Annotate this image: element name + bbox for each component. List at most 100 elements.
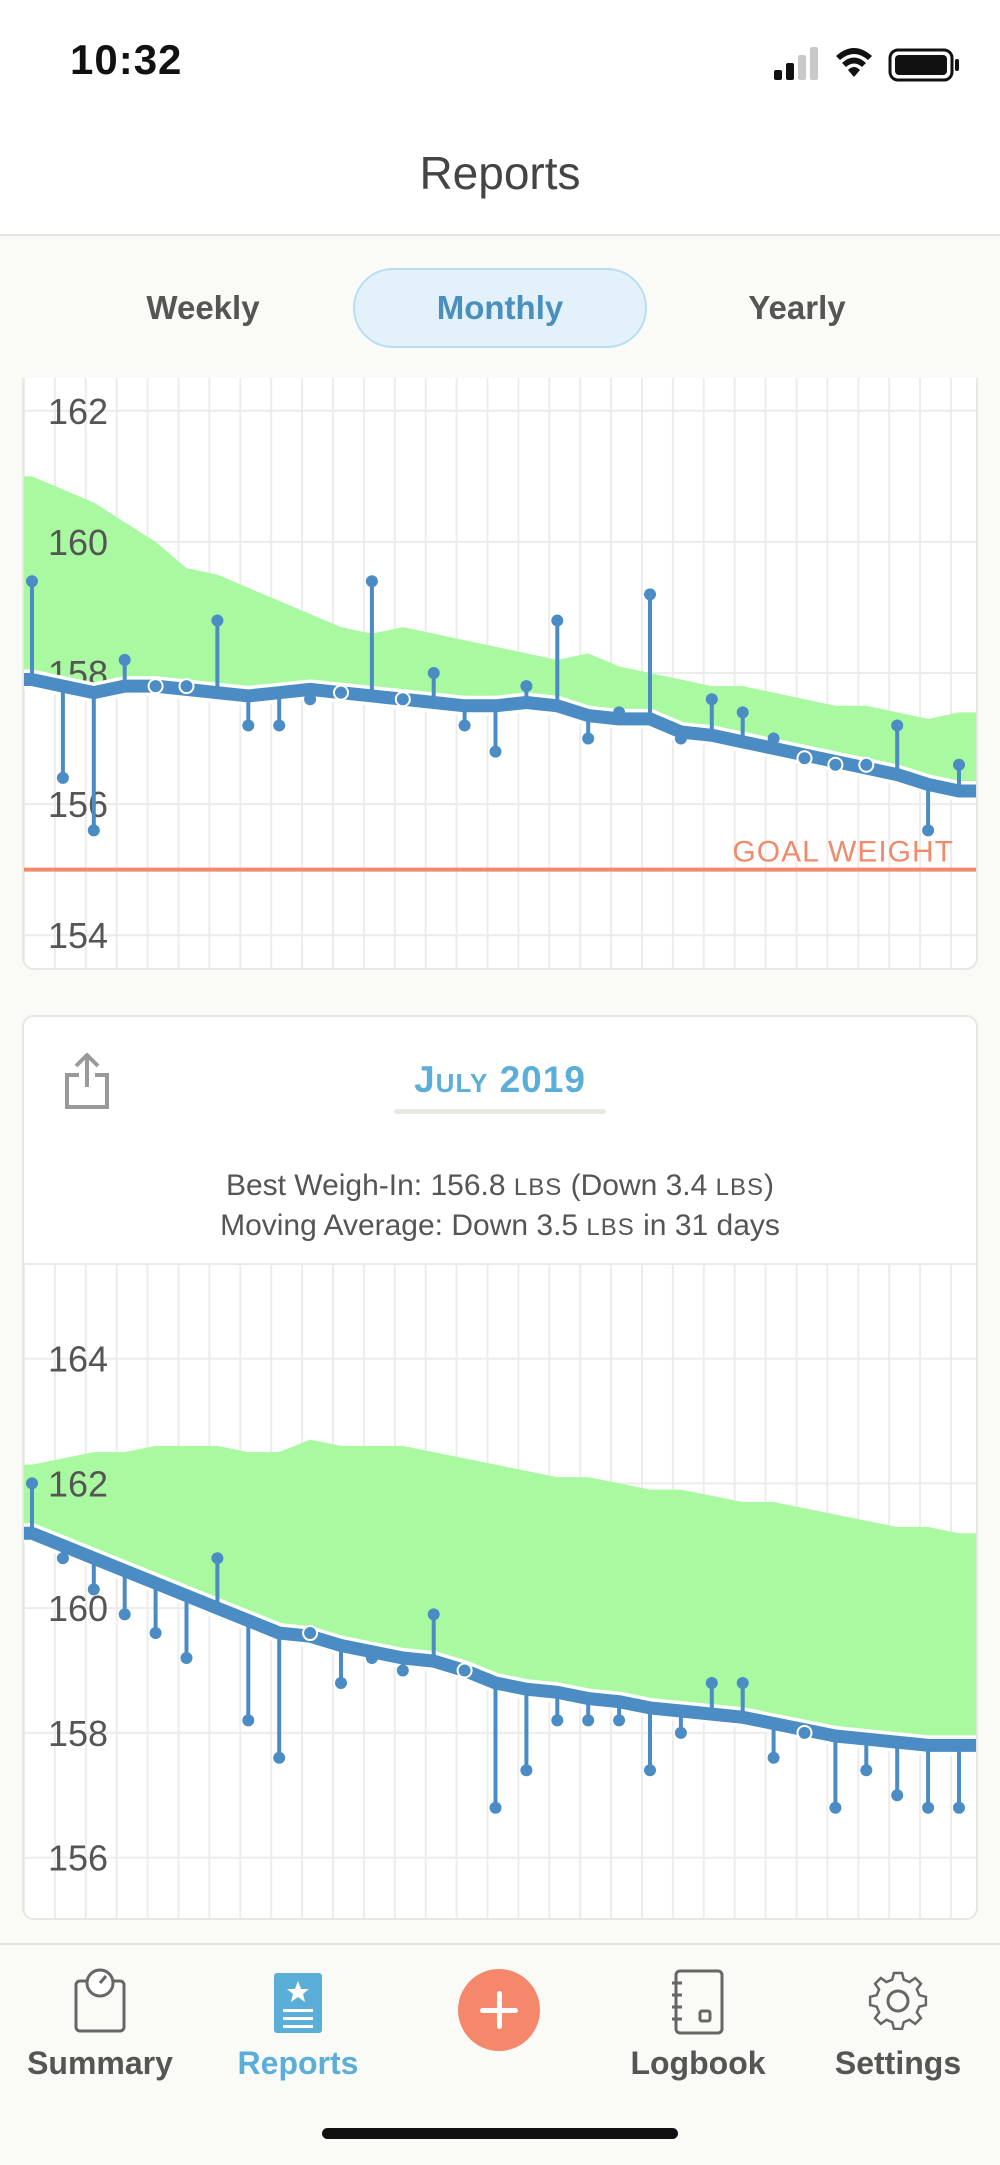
report-card-header: July 2019 Best Weigh-In: 156.8 LBS (Down… <box>24 1017 976 1265</box>
weigh-in-point <box>891 1789 904 1802</box>
battery-icon <box>888 48 959 82</box>
y-tick-label: 162 <box>48 1463 108 1504</box>
status-icons <box>774 47 959 82</box>
scale-icon <box>74 1968 126 2033</box>
band-area <box>24 1439 976 1746</box>
weigh-in-point <box>211 1552 224 1565</box>
weigh-in-point <box>302 1625 319 1642</box>
tab-reports[interactable]: Reports <box>198 1957 398 2087</box>
period-segmented-control: Weekly Monthly Yearly <box>0 236 1000 380</box>
weigh-in-point <box>860 1764 873 1777</box>
report-stats: Best Weigh-In: 156.8 LBS (Down 3.4 LBS) … <box>24 1167 976 1247</box>
weigh-in-point <box>767 732 780 745</box>
y-tick-label: 154 <box>48 915 108 956</box>
weigh-in-point <box>56 771 69 784</box>
weigh-in-point <box>118 653 131 666</box>
wifi-icon <box>836 48 872 77</box>
tab-summary-label: Summary <box>27 2045 173 2081</box>
weigh-in-point <box>427 1608 440 1621</box>
weigh-in-point <box>953 1801 965 1814</box>
weigh-in-point <box>26 1477 38 1490</box>
band-area <box>24 476 976 791</box>
weigh-in-point <box>333 684 349 701</box>
report-month-title[interactable]: July 2019 <box>414 1059 586 1100</box>
weigh-in-point <box>147 678 164 695</box>
trend-line <box>24 1526 976 1752</box>
tab-settings[interactable]: Settings <box>798 1957 998 2087</box>
logbook-icon <box>672 1969 724 2035</box>
weigh-in-point <box>149 1627 162 1640</box>
goal-weight-label: GOAL WEIGHT <box>732 836 954 869</box>
add-weigh-in-button[interactable] <box>458 1969 540 2051</box>
weigh-in-point <box>87 824 100 837</box>
status-time: 10:32 <box>70 36 183 83</box>
weigh-in-point <box>273 1751 286 1764</box>
segment-monthly[interactable]: Monthly <box>353 268 647 348</box>
home-indicator <box>322 2128 678 2139</box>
weigh-in-point <box>365 1652 378 1664</box>
weigh-in-point <box>613 1714 626 1727</box>
weigh-in-point <box>87 1583 100 1596</box>
tab-logbook[interactable]: Logbook <box>598 1957 798 2087</box>
weigh-in-point <box>118 1608 131 1621</box>
segment-yearly[interactable]: Yearly <box>748 289 846 326</box>
weigh-in-point <box>242 1714 255 1727</box>
tab-summary[interactable]: Summary <box>0 1957 200 2087</box>
weigh-in-point <box>335 1676 347 1689</box>
weigh-in-point <box>767 1751 780 1764</box>
tab-settings-label: Settings <box>834 2045 962 2081</box>
weigh-in-point <box>396 1664 409 1677</box>
tab-reports-label: Reports <box>237 2045 359 2081</box>
weigh-in-point <box>394 691 411 708</box>
nav-header: Reports <box>0 120 1000 236</box>
weight-chart-july-2019[interactable]: 164 162 160 158 156 <box>24 1265 976 1920</box>
weigh-in-point <box>180 1652 193 1664</box>
weigh-in-point <box>427 667 440 679</box>
gear-icon <box>868 1971 928 2031</box>
segment-weekly[interactable]: Weekly <box>146 289 260 326</box>
weigh-in-point <box>211 614 224 627</box>
best-weigh-in: Best Weigh-In: 156.8 LBS (Down 3.4 LBS) <box>225 1169 775 1202</box>
weigh-in-point <box>922 824 935 837</box>
weigh-in-point <box>613 706 626 719</box>
y-tick-label: 160 <box>48 1588 108 1629</box>
weigh-in-point <box>582 732 595 745</box>
weigh-in-point <box>736 1676 749 1689</box>
weigh-in-point <box>827 756 844 773</box>
report-card-july-2019: July 2019 Best Weigh-In: 156.8 LBS (Down… <box>22 1015 978 1920</box>
y-tick-label: 156 <box>48 784 108 825</box>
weigh-in-point <box>674 1726 687 1739</box>
y-tick-label: 160 <box>48 522 108 563</box>
weigh-in-point <box>796 1724 813 1741</box>
report-card-previous[interactable]: 162 160 158 156 154 GOAL WEIGHT <box>22 378 978 970</box>
weigh-in-point <box>551 614 564 627</box>
weigh-in-point <box>242 719 255 732</box>
weigh-in-point <box>705 1676 718 1689</box>
weigh-in-point <box>953 758 965 771</box>
weigh-in-point <box>582 1714 595 1727</box>
weigh-in-point <box>922 1801 935 1814</box>
month-title-underline <box>394 1109 606 1114</box>
weigh-in-point <box>273 719 286 732</box>
weigh-in-point <box>304 693 317 706</box>
status-bar: 10:32 <box>0 0 1000 120</box>
y-tick-label: 158 <box>48 1713 108 1754</box>
weigh-in-point <box>644 588 656 601</box>
weigh-in-point <box>520 1764 533 1777</box>
page-title: Reports <box>419 147 581 199</box>
weigh-in-point <box>456 1662 473 1679</box>
weigh-in-point <box>458 719 471 732</box>
signal-icon <box>774 47 818 80</box>
share-icon[interactable] <box>62 1051 112 1111</box>
weigh-in-point <box>829 1801 842 1814</box>
weigh-in-point <box>858 756 875 773</box>
weigh-in-point <box>489 1801 502 1814</box>
weigh-in-point <box>891 719 904 732</box>
y-tick-label: 162 <box>48 391 108 432</box>
weigh-in-point <box>178 678 195 695</box>
weigh-in-point <box>674 732 687 745</box>
weigh-in-point <box>551 1714 564 1727</box>
weigh-in-point <box>56 1552 69 1565</box>
weigh-in-point <box>520 680 533 693</box>
